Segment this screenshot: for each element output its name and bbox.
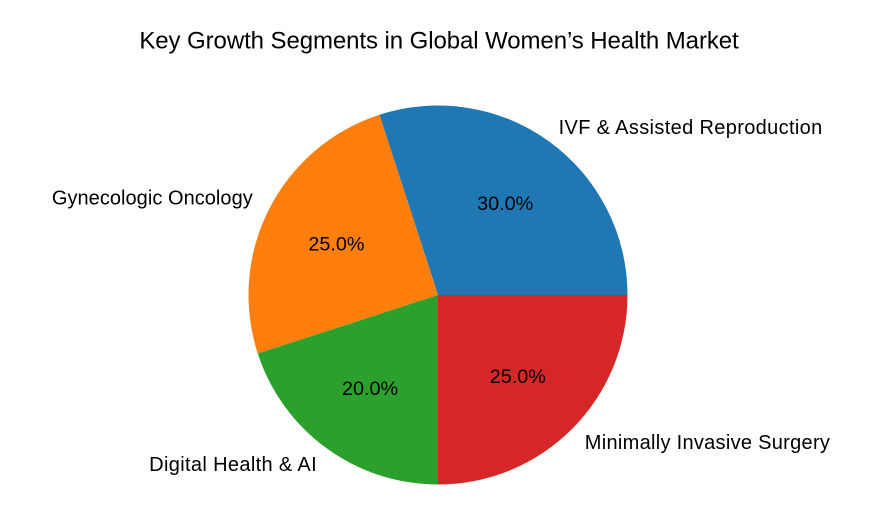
svg-text:25.0%: 25.0%: [308, 234, 364, 256]
svg-text:Key Growth Segments in Global: Key Growth Segments in Global Women’s He…: [139, 27, 739, 54]
svg-text:30.0%: 30.0%: [477, 193, 533, 215]
svg-text:Gynecologic Oncology: Gynecologic Oncology: [52, 188, 253, 210]
svg-text:Minimally Invasive Surgery: Minimally Invasive Surgery: [585, 432, 830, 454]
svg-text:25.0%: 25.0%: [490, 366, 546, 388]
svg-text:20.0%: 20.0%: [342, 378, 398, 400]
svg-text:Digital Health & AI: Digital Health & AI: [149, 454, 317, 476]
svg-text:IVF & Assisted Reproduction: IVF & Assisted Reproduction: [559, 117, 823, 139]
